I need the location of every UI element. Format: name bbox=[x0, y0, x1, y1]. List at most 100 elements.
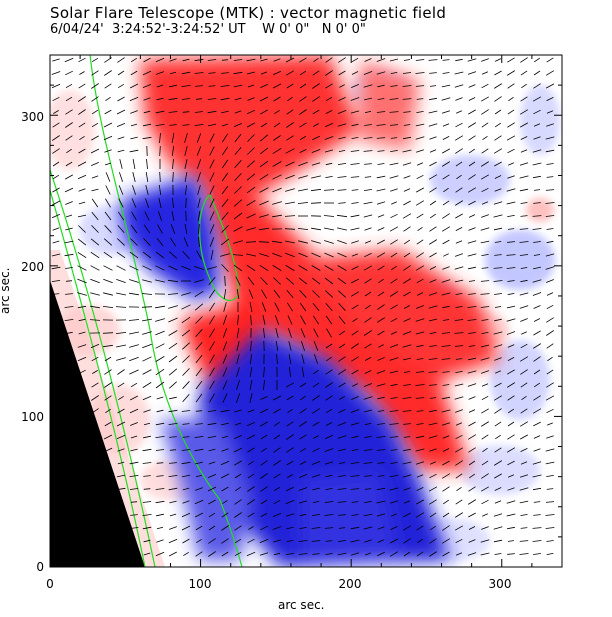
field-vector bbox=[78, 122, 86, 128]
field-vector bbox=[468, 409, 476, 413]
field-vector bbox=[494, 318, 502, 322]
field-vector bbox=[378, 278, 384, 284]
field-vector bbox=[507, 487, 515, 491]
field-vector bbox=[246, 122, 256, 128]
field-vector bbox=[494, 96, 502, 102]
field-vector bbox=[143, 238, 151, 246]
field-vector bbox=[429, 512, 437, 518]
field-vector bbox=[350, 462, 360, 464]
field-vector bbox=[90, 292, 100, 296]
field-vector bbox=[91, 356, 99, 362]
field-vector bbox=[507, 540, 515, 542]
field-vector bbox=[376, 201, 386, 205]
field-vector bbox=[168, 111, 178, 113]
field-vector bbox=[324, 277, 334, 285]
field-vector bbox=[65, 96, 73, 102]
field-vector bbox=[221, 264, 229, 272]
field-vector bbox=[184, 184, 188, 196]
field-vector bbox=[520, 369, 528, 375]
field-vector bbox=[376, 71, 386, 75]
field-vector bbox=[194, 72, 204, 74]
field-vector bbox=[103, 122, 113, 128]
field-vector bbox=[103, 292, 113, 296]
field-vector bbox=[210, 250, 214, 260]
field-vector bbox=[390, 331, 398, 335]
field-vector bbox=[467, 306, 477, 308]
field-vector bbox=[104, 356, 112, 362]
field-vector bbox=[155, 488, 165, 490]
field-vector bbox=[299, 434, 307, 440]
field-vector bbox=[195, 461, 203, 465]
field-vector bbox=[273, 421, 281, 427]
field-vector bbox=[364, 423, 372, 425]
field-vector bbox=[442, 512, 450, 518]
field-vector bbox=[298, 553, 308, 555]
field-vector bbox=[468, 200, 476, 206]
field-vector bbox=[259, 200, 269, 206]
field-vector bbox=[183, 551, 189, 557]
field-vector bbox=[117, 461, 125, 465]
field-vector bbox=[272, 265, 282, 271]
field-vector bbox=[52, 148, 60, 154]
field-vector bbox=[507, 280, 515, 282]
field-vector bbox=[142, 136, 152, 140]
field-vector bbox=[181, 292, 191, 296]
field-vector bbox=[233, 447, 243, 453]
field-vector bbox=[442, 486, 450, 492]
field-vector bbox=[429, 499, 437, 505]
field-vector bbox=[247, 447, 255, 453]
field-vector bbox=[338, 97, 346, 101]
field-vector bbox=[338, 315, 346, 325]
field-vector bbox=[129, 292, 139, 296]
field-vector bbox=[455, 358, 463, 360]
field-vector bbox=[507, 293, 515, 295]
field-vector bbox=[312, 447, 320, 453]
field-vector bbox=[455, 409, 463, 413]
field-vector bbox=[481, 214, 489, 218]
field-vector bbox=[533, 109, 541, 115]
field-vector bbox=[65, 293, 73, 295]
field-vector bbox=[403, 448, 411, 452]
field-vector bbox=[311, 175, 321, 179]
field-vector bbox=[155, 356, 165, 362]
field-vector bbox=[507, 434, 515, 440]
field-vector bbox=[159, 132, 161, 144]
field-vector bbox=[337, 369, 347, 375]
field-vector bbox=[429, 397, 437, 399]
field-vector bbox=[338, 70, 346, 76]
field-vector bbox=[429, 266, 437, 270]
field-vector bbox=[351, 501, 359, 503]
field-vector bbox=[143, 552, 151, 556]
field-vector bbox=[91, 225, 99, 233]
field-vector bbox=[249, 353, 253, 365]
field-vector bbox=[194, 512, 204, 518]
field-vector bbox=[428, 435, 438, 439]
field-vector bbox=[272, 161, 282, 167]
field-vector bbox=[156, 97, 164, 101]
field-vector bbox=[234, 499, 242, 505]
field-vector bbox=[494, 382, 502, 388]
field-vector bbox=[324, 240, 334, 244]
field-vector bbox=[337, 435, 347, 439]
field-vector bbox=[402, 331, 412, 335]
field-vector bbox=[103, 278, 113, 284]
field-vector bbox=[390, 449, 398, 451]
field-vector bbox=[167, 293, 179, 295]
field-vector bbox=[390, 304, 398, 310]
field-vector bbox=[260, 109, 268, 115]
field-vector bbox=[157, 224, 163, 234]
field-vector bbox=[313, 435, 319, 439]
field-vector bbox=[260, 71, 268, 75]
field-vector bbox=[480, 240, 490, 244]
field-vector bbox=[142, 382, 152, 388]
field-vector bbox=[364, 370, 372, 374]
field-vector bbox=[390, 317, 398, 323]
field-vector bbox=[129, 488, 139, 490]
field-vector bbox=[221, 225, 229, 233]
field-vector bbox=[455, 58, 463, 62]
field-vector bbox=[182, 423, 190, 425]
field-vector bbox=[442, 148, 450, 154]
vector-field bbox=[51, 57, 555, 557]
field-vector bbox=[234, 186, 242, 194]
field-vector bbox=[493, 395, 503, 401]
